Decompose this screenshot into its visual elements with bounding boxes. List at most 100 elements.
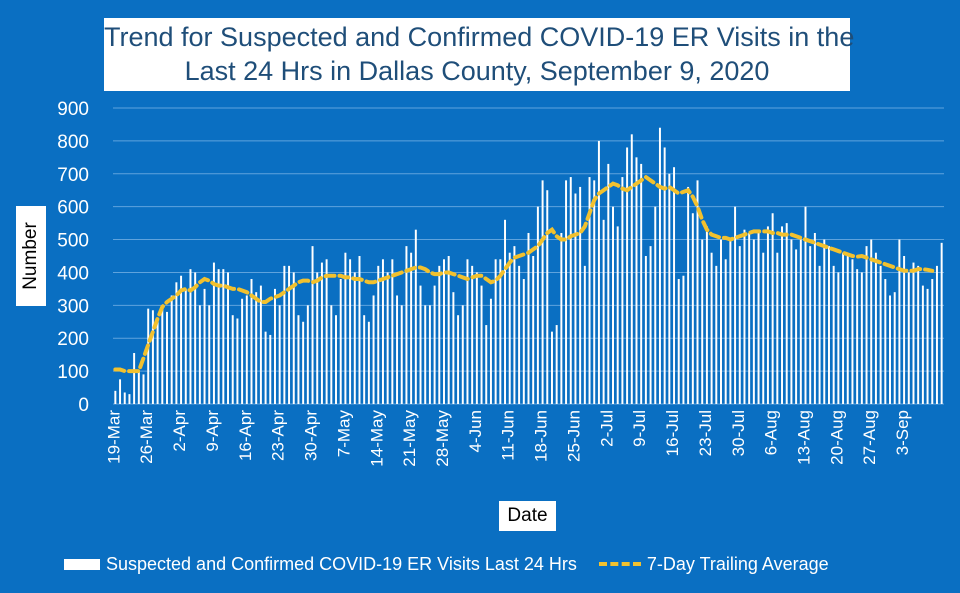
bar — [278, 305, 281, 404]
bar — [649, 246, 652, 404]
bar — [489, 298, 492, 404]
bar — [917, 265, 920, 404]
bar — [752, 239, 755, 404]
bar — [419, 285, 422, 404]
bar — [527, 232, 530, 404]
bar — [217, 269, 220, 404]
bar-series — [114, 127, 943, 404]
bar — [175, 282, 178, 404]
bar — [931, 279, 934, 404]
bar — [208, 305, 211, 404]
bar — [907, 272, 910, 404]
bar — [781, 226, 784, 404]
bar — [255, 292, 258, 404]
bar — [184, 288, 187, 404]
y-tick-label: 0 — [78, 395, 89, 416]
bar — [583, 265, 586, 404]
bar — [921, 285, 924, 404]
bar — [705, 226, 708, 404]
bar — [785, 223, 788, 404]
x-tick-label: 16-Apr — [236, 410, 255, 461]
bar — [691, 213, 694, 404]
bar — [353, 272, 356, 404]
bar — [438, 265, 441, 404]
bar — [903, 256, 906, 404]
bar — [715, 265, 718, 404]
bar — [119, 379, 122, 404]
bar — [827, 246, 830, 404]
bar — [574, 193, 577, 404]
bar — [846, 256, 849, 404]
bar — [560, 232, 563, 404]
bar — [842, 252, 845, 404]
bar — [804, 206, 807, 404]
x-tick-label: 9-Jul — [630, 410, 649, 447]
bar — [668, 173, 671, 404]
bar — [926, 288, 929, 404]
bar — [555, 325, 558, 404]
bar — [626, 147, 629, 404]
bar — [452, 292, 455, 404]
bar — [771, 213, 774, 404]
x-tick-label: 23-Apr — [269, 410, 288, 461]
bar — [189, 269, 192, 404]
bar — [236, 318, 239, 404]
bar — [658, 127, 661, 404]
bar — [612, 206, 614, 404]
bar — [724, 259, 727, 404]
x-axis-ticks: 19-Mar 26-Mar 2-Apr 9-Apr 16-Apr 23-Apr 30-Apr… — [104, 410, 912, 467]
bar — [884, 279, 887, 404]
bar — [729, 239, 732, 404]
bar — [292, 272, 295, 404]
legend-line-label: 7-Day Trailing Average — [646, 553, 829, 574]
x-tick-label: 19-Mar — [104, 410, 123, 464]
bar — [269, 334, 272, 404]
bar — [663, 147, 666, 404]
bar — [320, 262, 323, 404]
x-tick-label: 28-May — [433, 410, 452, 467]
bar — [151, 310, 154, 404]
bar — [607, 163, 610, 404]
legend-bar-swatch — [64, 558, 100, 570]
bar — [428, 305, 431, 404]
bar — [569, 177, 572, 404]
bar — [377, 265, 380, 404]
bar — [837, 272, 840, 404]
bar — [579, 186, 582, 404]
bar — [865, 246, 868, 404]
bar — [536, 206, 539, 404]
bar — [851, 259, 854, 404]
bar — [795, 249, 798, 404]
y-axis-label: Number — [20, 222, 41, 290]
bar — [696, 180, 699, 404]
bar — [738, 246, 741, 404]
bar — [677, 279, 680, 404]
bar — [142, 374, 145, 404]
bar — [330, 305, 333, 404]
x-tick-label: 11-Jun — [499, 410, 518, 461]
y-tick-label: 800 — [57, 132, 89, 153]
bar — [635, 157, 638, 404]
y-tick-label: 100 — [57, 362, 89, 383]
bar — [203, 288, 206, 404]
bar — [870, 239, 873, 404]
bar — [640, 163, 643, 404]
y-tick-label: 200 — [57, 329, 89, 350]
x-tick-label: 30-Jul — [729, 410, 748, 456]
bar — [912, 262, 915, 404]
bar — [372, 295, 375, 404]
bar — [499, 259, 502, 404]
bar — [513, 246, 516, 404]
bar — [504, 219, 507, 404]
bar — [654, 206, 657, 404]
bar — [480, 285, 483, 404]
bar — [471, 265, 474, 404]
bar — [799, 239, 802, 404]
bar — [762, 252, 765, 404]
bar — [748, 232, 751, 404]
bar — [898, 239, 901, 404]
chart-title: Trend for Suspected and Confirmed COVID-… — [104, 18, 854, 91]
bar — [250, 279, 253, 404]
bar — [630, 134, 633, 404]
